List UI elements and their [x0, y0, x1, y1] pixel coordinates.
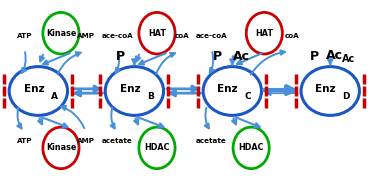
- Ellipse shape: [43, 127, 79, 169]
- Text: ace-coA: ace-coA: [196, 33, 228, 39]
- Text: ATP: ATP: [17, 33, 32, 39]
- Text: AMP: AMP: [77, 138, 95, 144]
- Text: acetate: acetate: [102, 138, 133, 144]
- Text: HAT: HAT: [255, 29, 273, 38]
- Ellipse shape: [203, 67, 262, 115]
- Text: Enz: Enz: [23, 84, 44, 94]
- Text: Enz: Enz: [217, 84, 238, 94]
- Text: HAT: HAT: [148, 29, 166, 38]
- Text: Ac: Ac: [342, 54, 355, 64]
- Text: Ac: Ac: [325, 49, 342, 62]
- Text: A: A: [51, 92, 58, 101]
- Ellipse shape: [246, 12, 282, 54]
- Text: Ac: Ac: [233, 50, 250, 63]
- Ellipse shape: [105, 67, 164, 115]
- Text: P: P: [213, 50, 222, 63]
- Text: HDAC: HDAC: [144, 143, 170, 152]
- Ellipse shape: [9, 67, 68, 115]
- Text: acetate: acetate: [196, 138, 227, 144]
- Ellipse shape: [233, 127, 269, 169]
- Text: Enz: Enz: [315, 84, 336, 94]
- Text: C: C: [245, 92, 251, 101]
- Text: AMP: AMP: [77, 33, 95, 39]
- Text: D: D: [342, 92, 350, 101]
- Text: Kinase: Kinase: [46, 29, 76, 38]
- Text: ace-coA: ace-coA: [102, 33, 133, 39]
- Text: ATP: ATP: [17, 138, 32, 144]
- Ellipse shape: [139, 127, 175, 169]
- Text: coA: coA: [285, 33, 300, 39]
- Text: Enz: Enz: [119, 84, 140, 94]
- Text: Kinase: Kinase: [46, 143, 76, 152]
- Text: HDAC: HDAC: [239, 143, 264, 152]
- Ellipse shape: [43, 12, 79, 54]
- Text: coA: coA: [175, 33, 190, 39]
- Text: B: B: [147, 92, 153, 101]
- Text: P: P: [116, 50, 125, 63]
- Ellipse shape: [301, 67, 359, 115]
- Text: P: P: [310, 50, 319, 63]
- Ellipse shape: [139, 12, 175, 54]
